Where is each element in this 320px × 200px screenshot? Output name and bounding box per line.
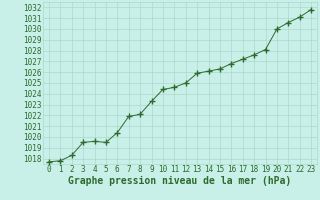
X-axis label: Graphe pression niveau de la mer (hPa): Graphe pression niveau de la mer (hPa)	[68, 176, 292, 186]
